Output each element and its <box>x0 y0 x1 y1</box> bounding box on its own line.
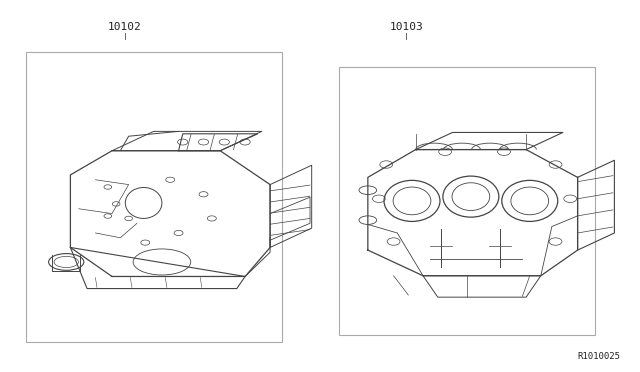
Bar <box>26 52 282 342</box>
Text: 10102: 10102 <box>108 22 141 32</box>
Text: R1010025: R1010025 <box>578 352 621 361</box>
Bar <box>339 67 595 335</box>
Text: 10103: 10103 <box>390 22 423 32</box>
